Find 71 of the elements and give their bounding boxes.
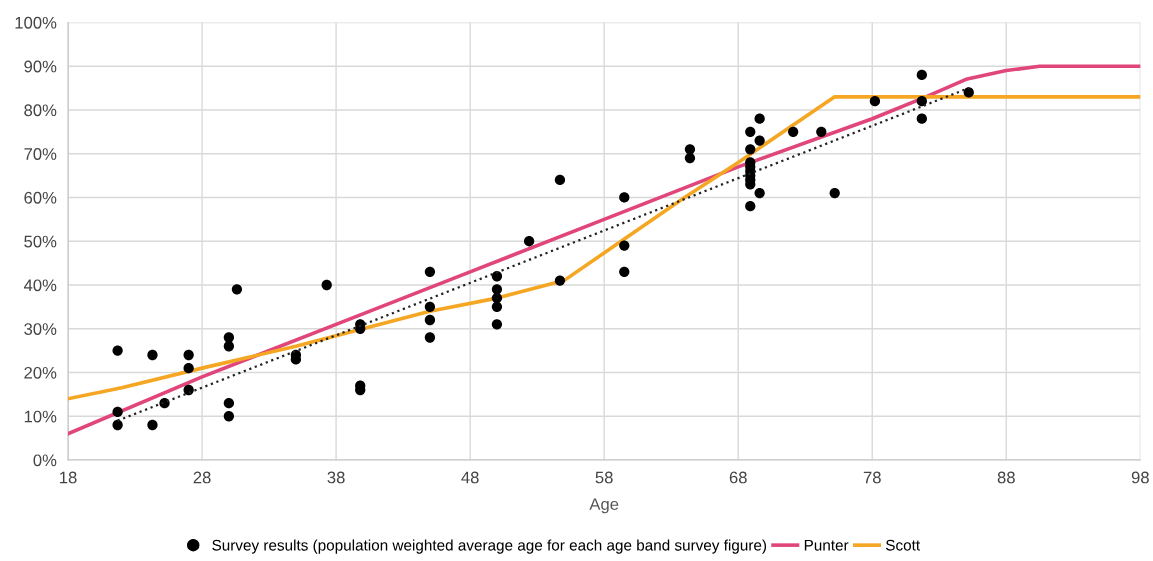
point: [829, 187, 840, 199]
y-tick-label: 20%: [24, 366, 57, 379]
point: [788, 126, 799, 137]
point: [619, 192, 630, 203]
point: [619, 240, 630, 251]
point: [745, 201, 756, 212]
point: [223, 397, 235, 409]
y-tick-label: 50%: [24, 235, 57, 248]
line-series: [68, 95, 1141, 401]
point: [684, 152, 696, 164]
y-tick-label: 30%: [24, 323, 57, 335]
point: [183, 362, 194, 374]
point: [916, 113, 927, 124]
point: [112, 406, 123, 418]
x-axis-title: Age: [589, 498, 619, 514]
point: [916, 96, 927, 107]
point: [554, 275, 566, 286]
y-tick-label: 90%: [24, 60, 57, 73]
point: [183, 384, 194, 396]
x-tick-label: 98: [1131, 471, 1149, 484]
point: [491, 301, 503, 313]
y-tick-label: 80%: [24, 104, 57, 117]
x-tick-label: 18: [60, 471, 77, 484]
y-tick-label: 40%: [23, 279, 57, 292]
x-tick-label: 68: [729, 471, 747, 484]
point: [223, 411, 235, 422]
point: [916, 69, 927, 81]
point: [147, 349, 158, 361]
point: [424, 266, 436, 278]
point: [554, 174, 566, 186]
point: [754, 113, 765, 124]
point: [424, 301, 436, 313]
point: [745, 126, 756, 137]
legend-label: Punter: [804, 539, 849, 551]
point: [424, 332, 436, 343]
y-tick-label: 70%: [24, 148, 57, 160]
legend-label: Scott: [885, 539, 920, 551]
y-tick-label: 10%: [24, 410, 57, 423]
point: [223, 332, 235, 343]
x-tick-label: 38: [327, 471, 345, 484]
point: [754, 135, 765, 146]
point: [223, 341, 235, 352]
point: [491, 292, 503, 304]
point: [424, 314, 436, 326]
point: [745, 144, 756, 155]
point: [112, 419, 123, 431]
point: [963, 87, 974, 98]
y-tick-label: 100%: [15, 16, 57, 29]
y-tick-label: 60%: [24, 191, 57, 204]
point: [321, 279, 332, 291]
point: [491, 319, 503, 330]
point: [491, 284, 503, 295]
point: [491, 271, 503, 282]
x-tick-label: 88: [997, 471, 1015, 484]
point: [869, 96, 881, 107]
point: [816, 126, 827, 137]
x-tick-label: 28: [193, 471, 211, 484]
point: [147, 419, 158, 431]
point: [684, 144, 696, 155]
x-tick-label: 78: [863, 471, 881, 484]
point: [523, 236, 535, 247]
line-series: [68, 64, 1141, 436]
point: [754, 187, 765, 199]
x-tick-label: 58: [595, 471, 613, 484]
point: [619, 266, 630, 278]
point: [112, 345, 123, 356]
x-tick-label: 48: [461, 471, 479, 484]
y-tick-label: 0%: [33, 454, 57, 467]
legend-label: Survey results (population weighted average age for each age band survey figure): [212, 539, 767, 554]
point: [231, 284, 243, 295]
point: [183, 349, 194, 361]
